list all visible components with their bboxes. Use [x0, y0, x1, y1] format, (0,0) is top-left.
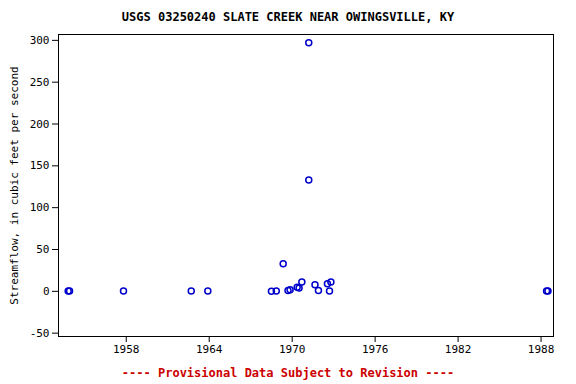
svg-text:1982: 1982: [445, 343, 472, 356]
svg-text:150: 150: [30, 159, 50, 172]
html-text:USGS 03250240 SLATE CREEK NEAR: USGS 03250240 SLATE CREEK NEAR OWINGSVIL…: [121, 10, 455, 24]
svg-text:1964: 1964: [196, 343, 223, 356]
svg-text:Streamflow, in cubic feet per: Streamflow, in cubic feet per second: [8, 66, 21, 304]
svg-text:1988: 1988: [528, 343, 555, 356]
svg-text:1976: 1976: [362, 343, 389, 356]
svg-text:300: 300: [30, 34, 50, 47]
svg-text:1958: 1958: [113, 343, 140, 356]
svg-text:250: 250: [30, 76, 50, 89]
svg-text:50: 50: [36, 243, 49, 256]
html-text:---- Provisional Data Subject: ---- Provisional Data Subject to Revisio…: [121, 366, 455, 380]
svg-text:200: 200: [30, 118, 50, 131]
svg-text:1970: 1970: [279, 343, 306, 356]
svg-text:100: 100: [30, 201, 50, 214]
svg-text:0: 0: [43, 285, 50, 298]
svg-text:-50: -50: [30, 327, 50, 340]
